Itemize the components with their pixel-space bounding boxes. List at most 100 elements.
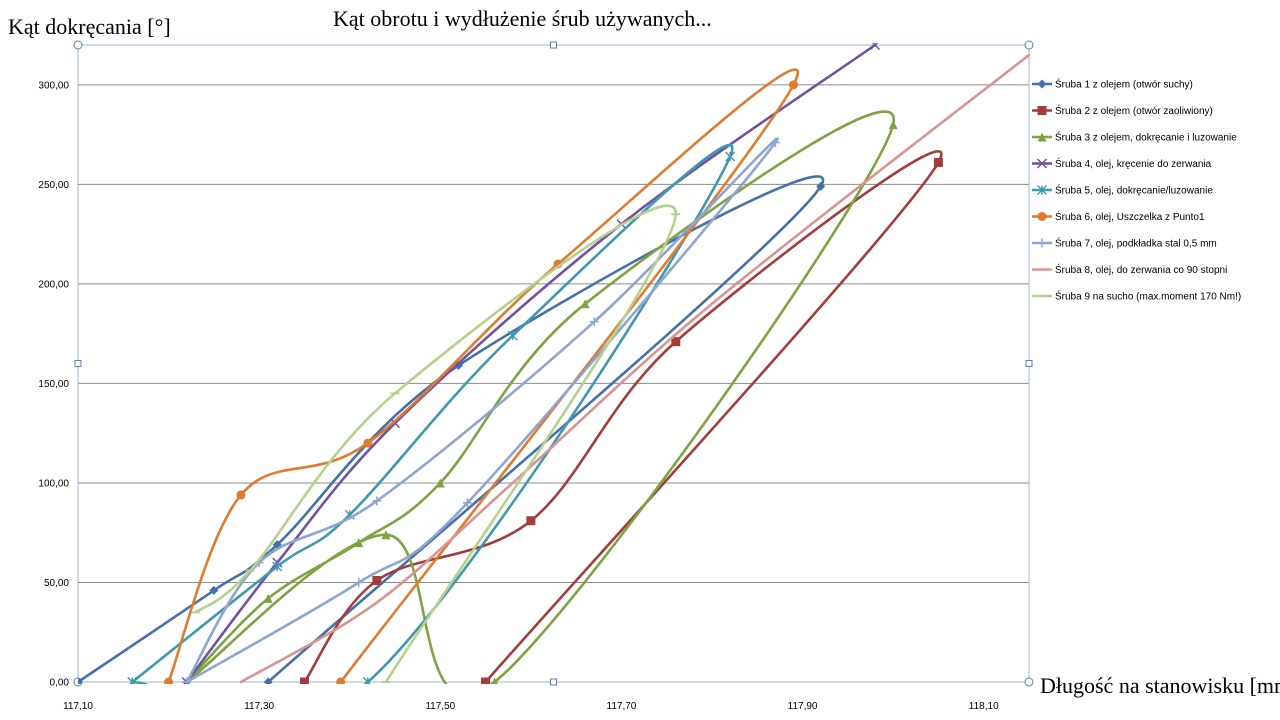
x-tick-label: 117,10	[63, 701, 93, 712]
x-tick-label: 117,90	[788, 701, 818, 712]
chart-title: Kąt obrotu i wydłużenie śrub używanych..…	[333, 6, 712, 31]
legend-item: Śruba 7, olej, podkładka stal 0,5 mm	[1032, 237, 1217, 250]
legend-item: Śruba 6, olej, Uszczelka z Punto1	[1032, 210, 1205, 223]
data-point	[263, 677, 273, 684]
x-axis-title: Długość na stanowisku [mm]	[1040, 673, 1280, 698]
data-point	[481, 677, 491, 684]
series-8	[239, 53, 1031, 684]
legend: Śruba 1 z olejem (otwór suchy) Śruba 2 z …	[1032, 78, 1241, 303]
legend-label: Śruba 5, olej, dokręcanie/luzowanie	[1055, 184, 1213, 197]
data-point	[164, 677, 174, 684]
series-3	[183, 110, 898, 684]
series-4	[181, 43, 881, 684]
legend-swatch-marker	[1037, 212, 1047, 221]
legend-swatch-marker	[1036, 158, 1048, 169]
plot-area	[73, 40, 1034, 687]
resize-handle	[1025, 360, 1033, 367]
legend-item: Śruba 9 na sucho (max.moment 170 Nm!)	[1032, 290, 1241, 303]
series-line	[185, 137, 779, 684]
data-point	[372, 575, 382, 585]
data-point	[372, 496, 382, 506]
data-point	[263, 593, 273, 603]
data-point	[462, 498, 472, 508]
legend-label: Śruba 3 z olejem, dokręcanie i luzowanie	[1055, 131, 1237, 144]
resize-handle	[1024, 677, 1034, 687]
data-point	[272, 561, 283, 572]
series-5	[127, 143, 736, 684]
x-tick-label: 117,70	[607, 701, 637, 712]
legend-swatch-marker	[1037, 79, 1047, 89]
series-line	[185, 110, 895, 684]
legend-item: Śruba 8, olej, do zerwania co 90 stopni	[1032, 263, 1227, 276]
legend-swatch-marker	[1037, 106, 1047, 115]
data-point	[770, 138, 780, 148]
resize-handle	[1024, 40, 1034, 50]
legend-swatch-marker	[1037, 132, 1047, 142]
legend-item: Śruba 2 z olejem (otwór zaoliwiony)	[1032, 104, 1213, 117]
legend-item: Śruba 5, olej, dokręcanie/luzowanie	[1032, 184, 1213, 197]
legend-item: Śruba 4, olej, kręcenie do zerwania	[1032, 157, 1212, 170]
resize-handle	[74, 360, 82, 367]
legend-label: Śruba 2 z olejem (otwór zaoliwiony)	[1055, 104, 1213, 117]
data-point	[725, 151, 736, 162]
series-line	[194, 204, 678, 684]
data-point	[236, 490, 246, 500]
data-point	[354, 538, 364, 548]
legend-label: Śruba 1 z olejem (otwór suchy)	[1055, 78, 1193, 91]
data-point	[671, 337, 681, 347]
data-point	[435, 478, 445, 488]
y-tick-label: 250,00	[38, 180, 69, 191]
resize-handle	[550, 41, 557, 49]
legend-label: Śruba 9 na sucho (max.moment 170 Nm!)	[1055, 290, 1241, 303]
data-point	[580, 299, 590, 309]
series-7	[182, 137, 780, 684]
legend-label: Śruba 7, olej, podkładka stal 0,5 mm	[1055, 237, 1217, 250]
series-2	[299, 150, 943, 684]
y-tick-label: 300,00	[38, 80, 69, 91]
data-point	[362, 677, 373, 684]
data-point	[869, 43, 881, 51]
data-point	[933, 157, 943, 167]
data-point	[363, 438, 373, 448]
data-point	[888, 120, 898, 130]
legend-label: Śruba 8, olej, do zerwania co 90 stopni	[1055, 263, 1227, 276]
axis-ticks: 0,00 50,00 100,00 150,00 200,00 250,00 300,00 1…	[38, 80, 999, 712]
series-line	[239, 53, 1031, 684]
series-layer	[78, 43, 1031, 684]
data-point	[816, 181, 826, 191]
series-line	[303, 150, 943, 684]
y-axis-title: Kąt dokręcania [°]	[8, 14, 171, 39]
series-6	[164, 68, 800, 684]
x-tick-label: 117,50	[425, 701, 455, 712]
legend-label: Śruba 6, olej, Uszczelka z Punto1	[1055, 210, 1205, 223]
x-tick-label: 117,30	[244, 701, 274, 712]
data-point	[127, 677, 138, 684]
legend-swatch-marker	[1037, 185, 1047, 195]
y-tick-label: 150,00	[38, 379, 69, 390]
legend-swatch-marker	[1037, 238, 1047, 248]
data-point	[526, 516, 536, 526]
data-point	[78, 677, 83, 684]
grid-lines	[78, 84, 1029, 683]
series-line	[185, 43, 877, 684]
data-point	[182, 677, 192, 684]
legend-item: Śruba 3 z olejem, dokręcanie i luzowanie	[1032, 131, 1237, 144]
data-point	[491, 677, 498, 684]
legend-item: Śruba 1 z olejem (otwór suchy)	[1032, 78, 1193, 91]
series-1	[78, 175, 826, 684]
legend-label: Śruba 4, olej, kręcenie do zerwania	[1055, 157, 1212, 170]
data-point	[209, 585, 219, 595]
y-tick-label: 50,00	[44, 578, 69, 589]
data-point	[381, 530, 391, 540]
data-point	[354, 577, 364, 587]
series-9	[191, 204, 681, 684]
data-point	[389, 418, 401, 429]
y-tick-label: 200,00	[38, 279, 69, 290]
data-point	[507, 330, 518, 341]
resize-handle	[73, 40, 83, 50]
data-point	[789, 80, 799, 90]
resize-handle	[550, 678, 557, 686]
x-tick-label: 118,10	[969, 701, 999, 712]
data-point	[299, 677, 309, 684]
